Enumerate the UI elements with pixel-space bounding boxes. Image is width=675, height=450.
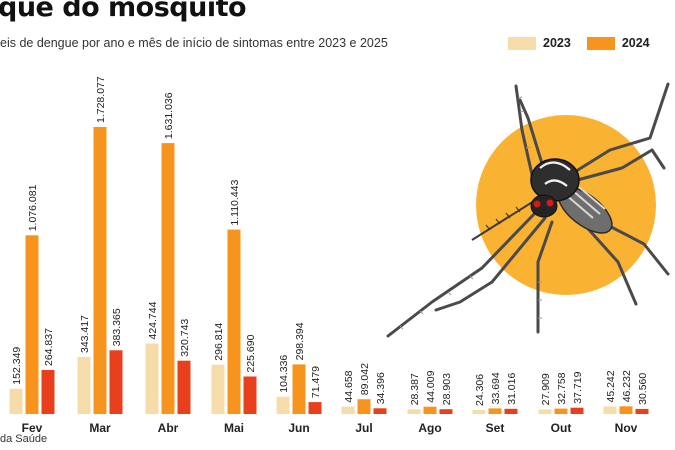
bar-abr-2024 <box>161 143 175 414</box>
mosquito-leg-bands <box>399 96 542 330</box>
value-label-fev-2024: 1.076.081 <box>27 184 39 231</box>
bar-jul-series-3 <box>373 408 387 414</box>
chart-title: que do mosquito <box>0 0 247 23</box>
value-label-jul-2023: 44.658 <box>343 370 355 402</box>
bars <box>9 127 649 414</box>
bar-jul-2024 <box>357 399 371 414</box>
mosquito-eye-left <box>533 200 541 208</box>
value-label-abr-series-3: 320.743 <box>179 319 191 357</box>
value-label-abr-2023: 424.744 <box>147 301 159 339</box>
value-label-out-series-3: 37.719 <box>572 371 584 403</box>
category-label-mai: Mai <box>224 421 244 435</box>
bar-out-2023 <box>538 409 552 414</box>
mosquito-thorax-pattern <box>539 161 571 187</box>
value-label-abr-2024: 1.631.036 <box>163 92 175 139</box>
category-label-out: Out <box>551 421 572 435</box>
category-label-jun: Jun <box>288 421 309 435</box>
category-label-mar: Mar <box>89 421 111 435</box>
source-note: da Saúde <box>0 433 48 445</box>
bar-ago-series-3 <box>439 409 453 414</box>
value-label-ago-2023: 28.387 <box>409 373 421 405</box>
value-label-out-2023: 27.909 <box>540 373 552 405</box>
legend-item-2023: 2023 <box>508 36 571 50</box>
bar-fev-2024 <box>25 235 39 414</box>
value-label-jun-2023: 104.336 <box>278 355 290 393</box>
bar-set-series-3 <box>504 408 518 414</box>
category-label-abr: Abr <box>158 421 179 435</box>
value-label-nov-series-3: 30.560 <box>637 373 649 405</box>
bar-mar-series-3 <box>109 350 123 414</box>
bar-jun-series-3 <box>308 402 322 414</box>
value-label-nov-2023: 45.242 <box>605 370 617 402</box>
bar-fev-series-3 <box>41 370 55 414</box>
value-label-jul-series-3: 34.396 <box>375 372 387 404</box>
value-label-set-series-3: 31.016 <box>506 373 518 405</box>
bar-abr-series-3 <box>177 360 191 414</box>
mosquito-eye-right <box>546 199 554 207</box>
legend-item-2024: 2024 <box>586 36 650 50</box>
value-label-mar-series-3: 383.365 <box>111 308 123 346</box>
mosquito-icon <box>386 82 670 338</box>
bar-jul-2023 <box>341 406 355 414</box>
mosquito-abdomen-stripes <box>564 186 606 219</box>
category-label-ago: Ago <box>418 421 441 435</box>
bar-set-2024 <box>488 408 502 414</box>
value-label-fev-series-3: 264.837 <box>43 328 55 366</box>
legend-swatch-2024 <box>586 36 615 50</box>
bar-mar-2023 <box>77 357 91 414</box>
mosquito-legs <box>386 82 670 338</box>
bar-ago-2024 <box>423 406 437 414</box>
category-labels: Fev Mar Abr Mai Jun Jul Ago Set Out Nov <box>22 421 638 435</box>
value-label-mar-2024: 1.728.077 <box>95 76 107 123</box>
value-label-ago-2024: 44.009 <box>425 370 437 402</box>
value-label-out-2024: 32.758 <box>556 372 568 404</box>
value-label-fev-2023: 152.349 <box>11 347 23 385</box>
bar-mar-2024 <box>93 127 107 414</box>
value-label-nov-2024: 46.232 <box>621 370 633 402</box>
value-label-ago-series-3: 28.903 <box>441 373 453 405</box>
bar-out-series-3 <box>570 407 584 414</box>
chart-subtitle: eis de dengue por ano e mês de início de… <box>0 36 388 50</box>
value-label-set-2024: 33.694 <box>490 372 502 404</box>
category-label-jul: Jul <box>355 421 372 435</box>
value-label-jun-2024: 298.394 <box>294 322 306 360</box>
legend-swatch-2023 <box>508 36 536 50</box>
value-label-jun-series-3: 71.479 <box>310 366 322 398</box>
bar-abr-2023 <box>145 343 159 414</box>
bar-set-2023 <box>472 410 486 414</box>
category-label-nov: Nov <box>615 421 638 435</box>
bar-ago-2023 <box>407 409 421 414</box>
bar-fev-2023 <box>9 388 23 414</box>
bar-mai-2023 <box>211 364 225 414</box>
value-label-mai-2024: 1.110.443 <box>229 180 241 226</box>
legend: 2023 2024 <box>508 35 666 51</box>
legend-label-2024: 2024 <box>621 36 650 50</box>
value-label-jul-2024: 89.042 <box>359 363 371 395</box>
category-label-fev: Fev <box>22 421 43 435</box>
bar-nov-2024 <box>619 406 633 414</box>
value-label-mai-series-3: 225.690 <box>245 334 257 372</box>
value-label-mai-2023: 296.814 <box>213 323 225 361</box>
bar-out-2024 <box>554 408 568 414</box>
bar-jun-2024 <box>292 364 306 414</box>
category-label-set: Set <box>486 421 505 435</box>
bar-mai-2024 <box>227 229 241 414</box>
value-label-set-2023: 24.306 <box>474 374 486 406</box>
bar-jun-2023 <box>276 396 290 414</box>
mosquito-proboscis <box>471 195 543 241</box>
value-labels: 152.349 1.076.081 264.837 343.417 1.728.077 3… <box>11 76 649 406</box>
value-label-mar-2023: 343.417 <box>79 315 91 353</box>
legend-label-2023: 2023 <box>543 36 571 50</box>
mosquito-antenna <box>485 206 521 231</box>
bar-nov-series-3 <box>635 408 649 414</box>
bar-nov-2023 <box>603 406 617 414</box>
bar-mai-series-3 <box>243 376 257 414</box>
